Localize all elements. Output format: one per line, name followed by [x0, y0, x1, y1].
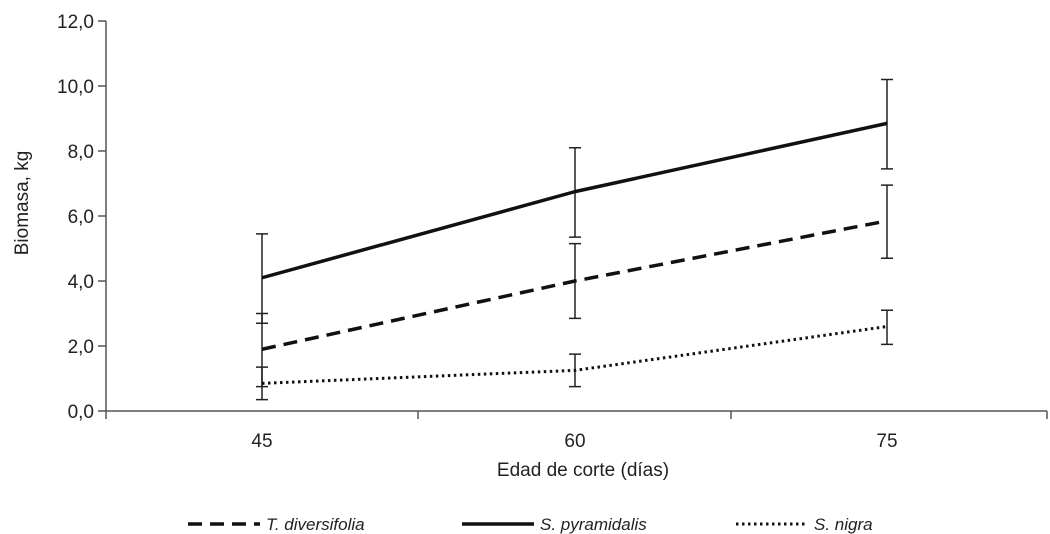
legend-label: T. diversifolia	[266, 515, 365, 534]
y-tick-label: 12,0	[57, 12, 94, 33]
y-tick-label: 6,0	[68, 207, 94, 228]
axes: 0,0 2,0 4,0 6,0 8,0 10,0 12,0 45 60 75	[57, 12, 1048, 452]
y-tick-label: 4,0	[68, 272, 94, 293]
y-tick-label: 2,0	[68, 337, 94, 358]
y-tick-label: 8,0	[68, 142, 94, 163]
x-tick-label: 60	[564, 431, 585, 452]
series-line	[261, 121, 888, 280]
series-2	[256, 309, 893, 401]
legend-label: S. pyramidalis	[540, 515, 647, 534]
x-tick-label: 45	[251, 431, 272, 452]
series-1	[256, 78, 893, 324]
series-layer	[256, 78, 893, 401]
x-tick-label: 75	[876, 431, 897, 452]
series-line	[261, 325, 888, 385]
series-line	[261, 219, 888, 351]
x-axis-title: Edad de corte (días)	[497, 460, 669, 481]
y-tick-label: 10,0	[57, 77, 94, 98]
legend: T. diversifolia S. pyramidalis S. nigra	[188, 515, 873, 534]
y-tick-label: 0,0	[68, 402, 94, 423]
y-axis-title: Biomasa, kg	[12, 151, 33, 256]
legend-label: S. nigra	[814, 515, 873, 534]
